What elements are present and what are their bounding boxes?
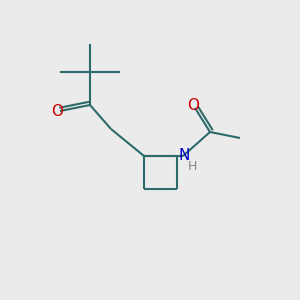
Text: N: N: [179, 148, 190, 164]
Text: O: O: [51, 103, 63, 118]
Text: H: H: [187, 160, 197, 173]
Text: O: O: [188, 98, 200, 112]
